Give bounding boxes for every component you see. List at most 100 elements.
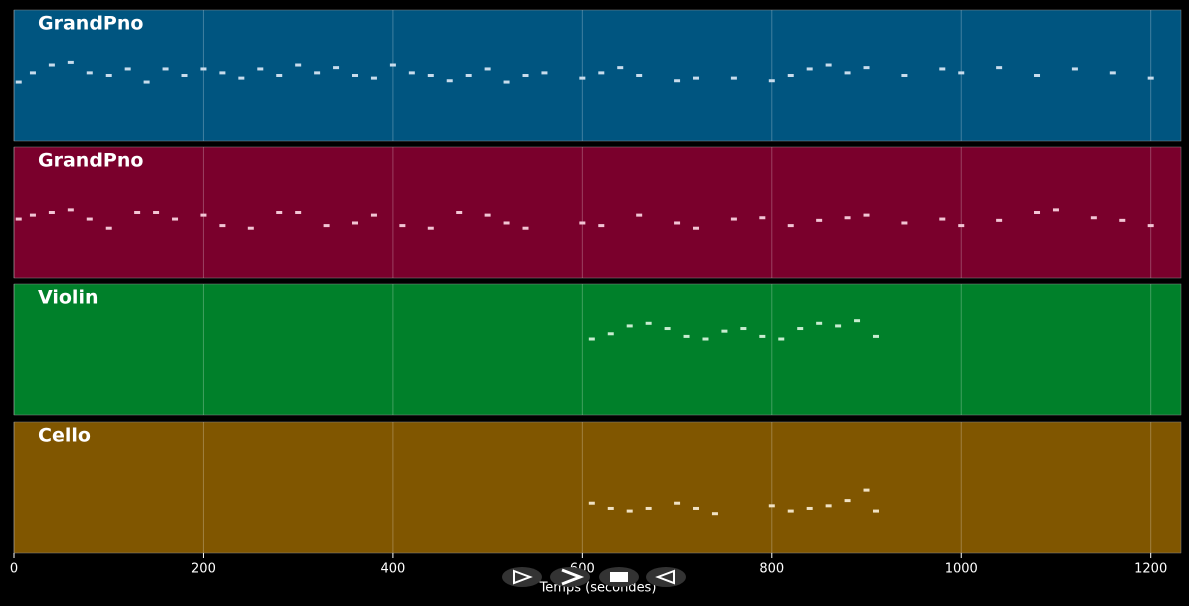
x-tick-label: 0	[10, 562, 18, 577]
note	[768, 79, 775, 83]
note	[806, 67, 813, 71]
note	[778, 337, 785, 341]
note	[247, 226, 254, 230]
back-button[interactable]	[646, 567, 686, 587]
note	[645, 321, 652, 325]
track-name: Cello	[38, 425, 91, 447]
note	[352, 74, 359, 77]
note	[996, 66, 1003, 70]
note	[693, 226, 700, 230]
note	[872, 509, 879, 513]
note	[768, 504, 775, 508]
note	[29, 213, 36, 217]
note	[863, 488, 870, 492]
note	[48, 63, 55, 67]
note	[541, 71, 548, 75]
note	[759, 216, 766, 220]
note	[314, 71, 321, 75]
note	[172, 217, 179, 221]
note	[693, 76, 700, 80]
note	[48, 211, 55, 214]
note	[797, 327, 804, 331]
x-tick-label: 200	[191, 562, 216, 577]
note	[124, 67, 131, 71]
note	[683, 334, 690, 338]
note	[674, 221, 681, 225]
note	[1034, 74, 1041, 77]
note	[503, 221, 510, 225]
note	[901, 74, 908, 77]
note	[806, 506, 813, 510]
note	[626, 509, 633, 513]
note	[162, 67, 169, 71]
note	[181, 74, 188, 77]
note	[854, 319, 861, 323]
note	[1109, 71, 1116, 75]
note	[674, 501, 681, 505]
note	[86, 71, 93, 75]
note	[598, 71, 605, 75]
note	[352, 221, 359, 225]
note	[295, 211, 302, 214]
note	[153, 211, 160, 214]
note	[996, 218, 1003, 222]
note	[645, 506, 652, 510]
note	[816, 321, 823, 325]
note	[134, 211, 141, 214]
note	[456, 211, 463, 214]
note	[711, 512, 718, 516]
note	[15, 217, 22, 221]
note	[702, 337, 709, 341]
note	[626, 324, 633, 328]
note	[825, 504, 832, 508]
note	[740, 327, 747, 331]
note	[730, 76, 737, 80]
stop-button[interactable]	[599, 567, 639, 587]
note	[607, 332, 614, 336]
track-name: GrandPno	[38, 13, 143, 35]
note	[588, 501, 595, 505]
note	[86, 217, 93, 221]
note	[958, 224, 965, 228]
playback-controls	[502, 567, 686, 587]
x-tick-label: 800	[759, 562, 784, 577]
note	[1071, 67, 1078, 71]
note	[522, 226, 529, 230]
note	[522, 74, 529, 77]
note	[636, 74, 643, 77]
note	[389, 63, 396, 67]
track-background	[13, 421, 1182, 554]
note	[958, 71, 965, 75]
note	[370, 213, 377, 217]
note	[465, 74, 472, 77]
note	[399, 224, 406, 228]
note	[863, 213, 870, 217]
track-background	[13, 9, 1182, 142]
note	[674, 79, 681, 83]
note	[759, 334, 766, 338]
forward-button[interactable]	[550, 567, 590, 587]
note	[730, 217, 737, 221]
note	[143, 80, 150, 84]
note	[1147, 224, 1154, 228]
note	[257, 67, 264, 71]
note	[825, 63, 832, 67]
note	[1090, 216, 1097, 220]
note	[105, 226, 112, 230]
note	[484, 67, 491, 71]
note	[939, 217, 946, 221]
note	[863, 66, 870, 70]
note	[219, 71, 226, 75]
play-button[interactable]	[502, 567, 542, 587]
x-tick-label: 1200	[1134, 562, 1167, 577]
note	[835, 324, 842, 328]
note	[427, 226, 434, 230]
track-background	[13, 283, 1182, 416]
note	[200, 213, 207, 217]
note	[844, 499, 851, 503]
note	[446, 79, 453, 83]
note	[219, 224, 226, 228]
